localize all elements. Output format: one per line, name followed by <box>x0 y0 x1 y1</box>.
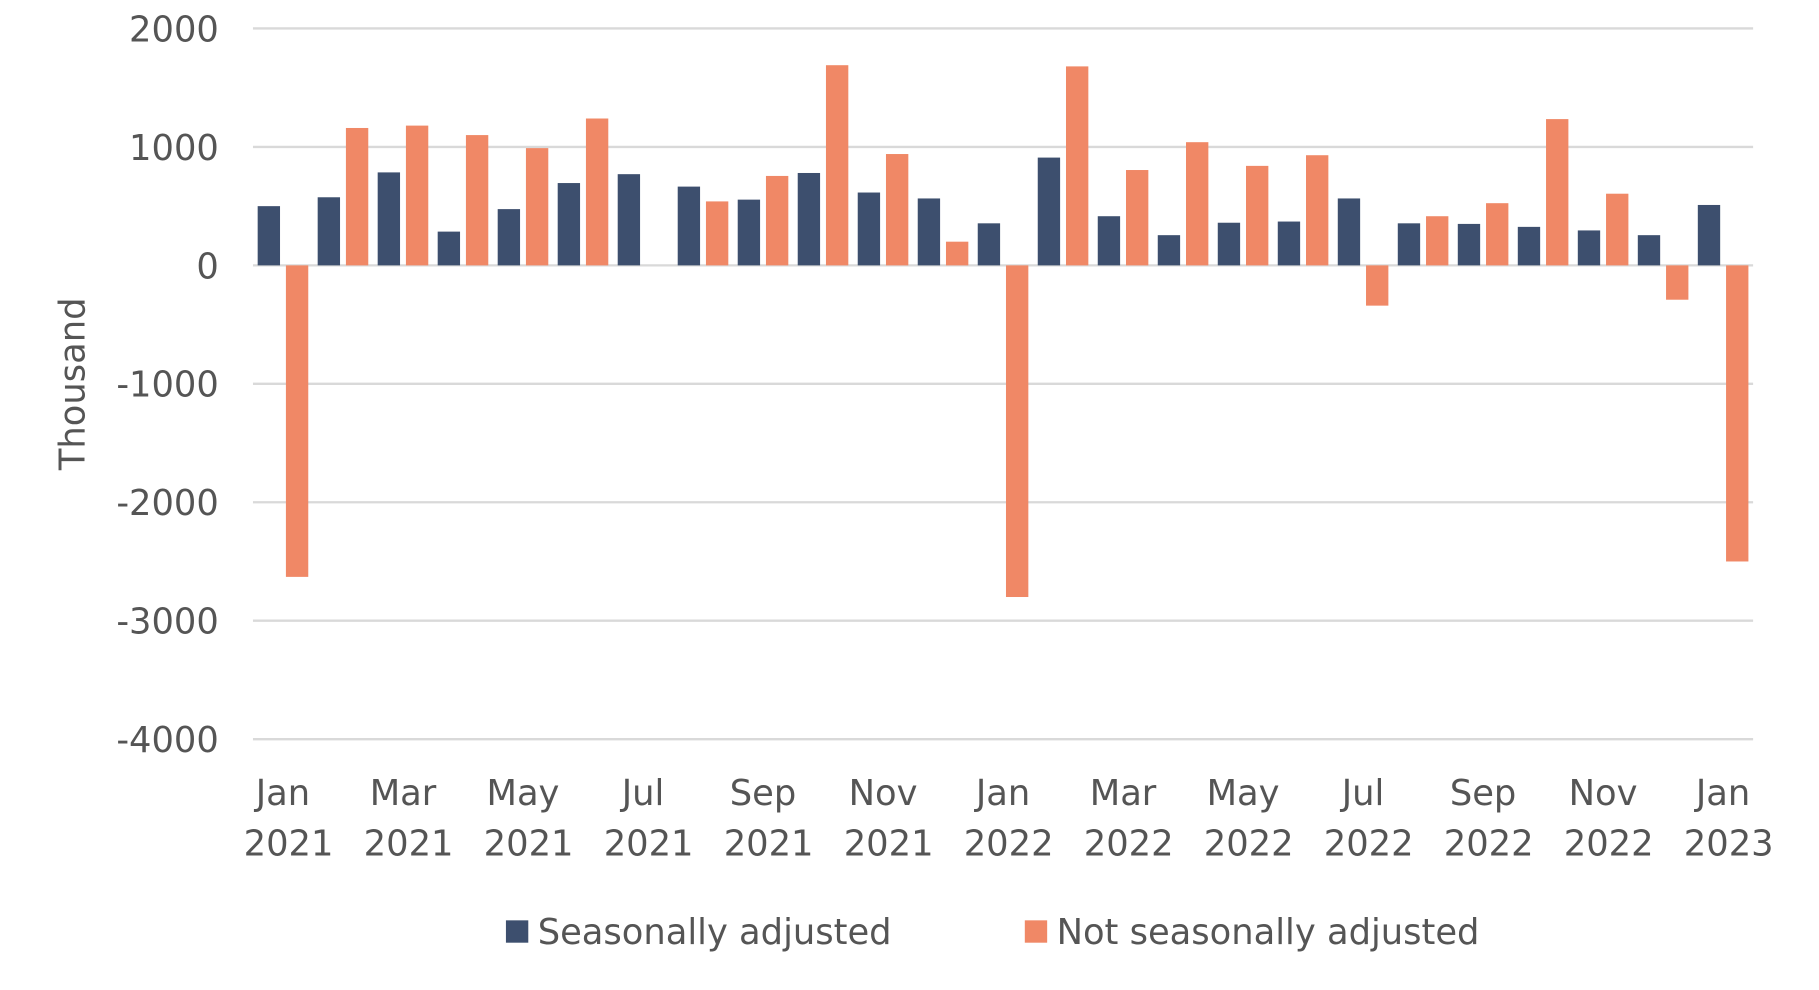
bar <box>1486 203 1509 266</box>
bar <box>557 183 581 266</box>
bar <box>497 209 521 266</box>
y-tick-label: -4000 <box>116 720 219 761</box>
bar <box>465 135 489 266</box>
bar <box>405 125 429 266</box>
bar <box>1065 66 1089 266</box>
bar <box>1246 165 1269 266</box>
bar <box>917 198 941 266</box>
x-tick-label: Mar 2021 <box>352 773 453 865</box>
bar <box>1185 142 1209 266</box>
x-tick-label: Jan 2023 <box>1673 773 1774 865</box>
bar <box>1217 222 1241 266</box>
bar <box>285 265 309 577</box>
y-tick-label: -3000 <box>116 602 219 643</box>
bar <box>1726 265 1749 562</box>
bar <box>765 175 789 266</box>
bar <box>1125 170 1149 266</box>
bar <box>1397 223 1421 266</box>
bar <box>617 174 641 266</box>
bar <box>857 192 881 266</box>
bar <box>1306 155 1329 266</box>
bar <box>1037 157 1061 266</box>
legend-label: Seasonally adjusted <box>538 912 892 953</box>
y-axis-label: Thousand <box>53 298 94 472</box>
bar <box>1517 226 1541 266</box>
bar <box>1606 193 1629 266</box>
bar <box>705 201 729 266</box>
x-tick-label: Nov 2021 <box>833 773 934 865</box>
bar <box>1457 223 1481 266</box>
x-tick-label: May 2022 <box>1193 773 1294 865</box>
x-tick-label: Sep 2021 <box>713 773 814 865</box>
bar <box>525 148 549 266</box>
legend-swatch <box>1024 920 1048 943</box>
bar <box>797 172 821 266</box>
bar <box>345 127 369 266</box>
bar <box>1097 216 1121 266</box>
bar <box>1337 198 1361 266</box>
bar <box>1426 216 1449 266</box>
bar <box>1697 204 1721 266</box>
y-tick-label: 0 <box>196 246 218 287</box>
x-tick-label: Mar 2022 <box>1073 773 1174 865</box>
bar <box>1005 265 1029 598</box>
x-tick-label: Jul 2021 <box>592 773 693 865</box>
bar <box>737 199 761 266</box>
y-tick-label: -2000 <box>116 483 219 524</box>
x-tick-label: Nov 2022 <box>1553 773 1654 865</box>
bar <box>377 172 401 266</box>
x-tick-label: Sep 2022 <box>1433 773 1534 865</box>
bar <box>1666 265 1689 300</box>
y-tick-label: 2000 <box>129 9 219 50</box>
bar <box>1277 221 1301 266</box>
legend-swatch <box>505 920 529 943</box>
bar <box>885 154 909 266</box>
x-tick-label: Jul 2022 <box>1313 773 1414 865</box>
legend-label: Not seasonally adjusted <box>1057 912 1480 953</box>
bar <box>945 241 969 266</box>
bar <box>825 65 849 266</box>
y-tick-label: -1000 <box>116 365 219 406</box>
bar <box>317 197 341 266</box>
bar <box>1157 235 1181 266</box>
bar <box>437 231 461 266</box>
bar <box>1546 119 1569 266</box>
bar <box>677 186 701 266</box>
bar <box>585 118 609 266</box>
x-tick-label: Jan 2021 <box>232 773 333 865</box>
bar <box>1577 230 1601 266</box>
bar <box>1637 235 1661 266</box>
y-tick-label: 1000 <box>129 128 219 169</box>
x-tick-label: May 2021 <box>472 773 573 865</box>
bar <box>1366 265 1389 306</box>
x-tick-label: Jan 2022 <box>953 773 1054 865</box>
bar <box>257 206 281 266</box>
bar <box>977 223 1001 266</box>
